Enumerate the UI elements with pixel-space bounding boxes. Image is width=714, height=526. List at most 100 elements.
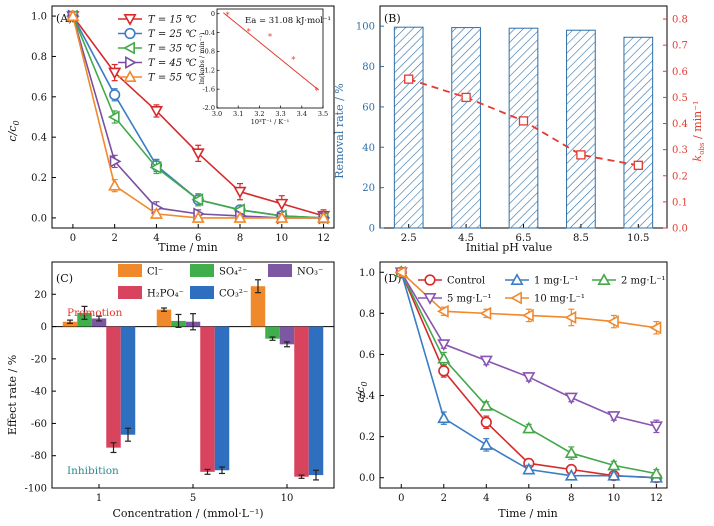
panel-c-legend-swatch bbox=[268, 264, 292, 277]
panel-d-point bbox=[521, 308, 534, 322]
panel-d-point bbox=[437, 339, 451, 352]
panel-d-point bbox=[607, 411, 621, 423]
panel-a-ytick-label: 0.0 bbox=[31, 213, 47, 224]
panel-d-legend-marker bbox=[423, 293, 437, 305]
panel-a-legend-label: T = 35 ℃ bbox=[148, 44, 197, 55]
panel-b-xlabel: Initial pH value bbox=[466, 241, 552, 254]
panel-c-errorbar bbox=[204, 468, 211, 475]
panel-d-point bbox=[564, 446, 578, 459]
panel-d-ytick-label: 0.6 bbox=[359, 350, 375, 361]
panel-c-bar bbox=[308, 326, 324, 476]
panel-d: (D) Time / min c/c0 0 2 4 6 8 10 120.00.20.40.… bbox=[354, 261, 668, 520]
panel-a-xtick-label: 0 bbox=[70, 233, 76, 244]
panel-d-legend-label: 2 mg·L⁻¹ bbox=[621, 276, 666, 287]
panel-c-bar bbox=[120, 326, 136, 435]
panel-a-point bbox=[109, 154, 122, 168]
panel-a-legend-label: T = 55 ℃ bbox=[148, 73, 197, 84]
panel-d-xlabel: Time / min bbox=[498, 507, 558, 520]
panel-d-point bbox=[522, 372, 536, 384]
panel-a-inset-xtick-label: 3.2 bbox=[254, 110, 264, 118]
panel-a-legend-marker bbox=[124, 27, 136, 40]
panel-c-ytick-label: -80 bbox=[31, 451, 47, 462]
panel-c-legend-swatch bbox=[118, 264, 142, 277]
panel-a-series-4 bbox=[66, 9, 331, 223]
panel-d-point bbox=[649, 421, 663, 434]
panel-c: (C) Concentration / (mmol·L⁻¹) Effect ra… bbox=[6, 261, 335, 520]
panel-d-point bbox=[437, 351, 451, 364]
panel-c-legend-label: CO₃²⁻ bbox=[219, 289, 248, 300]
panel-d-xtick-label: 12 bbox=[650, 493, 663, 504]
panel-c-errorbar bbox=[96, 315, 102, 322]
panel-a-legend-marker bbox=[123, 14, 137, 26]
panel-a-ytick-label: 0.8 bbox=[31, 52, 47, 63]
panel-d-legend-label: 5 mg·L⁻¹ bbox=[447, 294, 492, 305]
panel-c-legend-label: H₂PO₄⁻ bbox=[147, 289, 184, 300]
panel-d-ytick-label: 1.0 bbox=[359, 268, 375, 279]
panel-a-inset-ytick-label: -0.8 bbox=[202, 48, 215, 56]
panel-a-inset-ytick-label: -1.2 bbox=[202, 66, 215, 74]
panel-a-ylabel: c/c0 bbox=[6, 120, 21, 141]
panel-a-inset-xtick-label: 3.3 bbox=[275, 110, 285, 118]
panel-a-legend-label: T = 45 ℃ bbox=[148, 58, 197, 69]
panel-d-point bbox=[479, 438, 493, 450]
panel-a-inset-point: * bbox=[268, 32, 272, 41]
panel-a-point bbox=[191, 211, 205, 223]
panel-d-legend-marker bbox=[510, 291, 522, 305]
panel-d-point bbox=[607, 458, 621, 471]
panel-c-ytick-label: 0 bbox=[41, 322, 47, 333]
panel-b-y2tick-label: 0.3 bbox=[672, 145, 688, 156]
panel-d-ytick-label: 0.0 bbox=[359, 473, 375, 484]
panel-b-xtick-label: 2.5 bbox=[401, 233, 417, 244]
panel-d-point bbox=[522, 421, 536, 434]
panel-a-point bbox=[191, 193, 204, 207]
panel-c-bar bbox=[265, 326, 280, 339]
panel-c-errorbar bbox=[190, 313, 196, 331]
panel-c-annotation-promotion: Promotion bbox=[67, 307, 123, 319]
panel-a-inset-point: * bbox=[315, 87, 319, 96]
panel-d-point bbox=[607, 468, 621, 481]
panel-b-xtick-label: 4.5 bbox=[458, 233, 474, 244]
panel-a-legend-marker bbox=[123, 41, 135, 55]
panel-d-xtick-label: 4 bbox=[483, 493, 489, 504]
panel-d-ytick-label: 0.2 bbox=[359, 432, 375, 443]
panel-a-xtick-label: 8 bbox=[237, 233, 243, 244]
panel-c-ytick-label: -20 bbox=[31, 354, 47, 365]
panel-b-kobs-point bbox=[404, 74, 414, 84]
panel-a-point bbox=[275, 198, 289, 211]
panel-d-xtick-label: 6 bbox=[526, 493, 532, 504]
panel-b-kobs-point bbox=[633, 160, 643, 170]
panel-a-inset-xtick-label: 3.0 bbox=[212, 110, 222, 118]
panel-a-inset-xtick-label: 3.1 bbox=[233, 110, 243, 118]
panel-c-legend-label: SO₄²⁻ bbox=[219, 267, 247, 278]
panel-a-xlabel: Time / min bbox=[158, 241, 218, 254]
panel-c-bar bbox=[156, 309, 172, 327]
panel-c-errorbar bbox=[67, 319, 73, 324]
panel-a-inset-point: * bbox=[291, 55, 295, 64]
panel-a-point bbox=[109, 89, 121, 101]
panel-b-ytick-label: 40 bbox=[362, 143, 375, 154]
panel-a-point bbox=[107, 110, 120, 124]
panel-b-ytick-label: 60 bbox=[362, 102, 375, 113]
panel-c-errorbar bbox=[284, 341, 290, 348]
panel-c-legend-label: NO₃⁻ bbox=[297, 267, 323, 278]
panel-c-errorbar bbox=[125, 427, 131, 442]
panel-d-legend-label: 10 mg·L⁻¹ bbox=[534, 294, 585, 305]
panel-a-legend-marker bbox=[125, 55, 137, 70]
panel-d-series-3 bbox=[394, 267, 663, 434]
panel-a-inset-ytick-label: -2.0 bbox=[202, 104, 215, 112]
panel-a-ytick-label: 0.6 bbox=[31, 92, 47, 103]
panel-a-point bbox=[316, 211, 331, 223]
panel-c-bar bbox=[106, 326, 121, 448]
panel-a-legend-label: T = 15 ℃ bbox=[148, 15, 197, 26]
panel-c-errorbar bbox=[255, 279, 261, 294]
panel-c-errorbar bbox=[313, 469, 319, 481]
panel-c-bar bbox=[250, 286, 266, 327]
panel-b-bar bbox=[623, 36, 654, 229]
panel-a-point bbox=[66, 9, 80, 22]
panel-d-point bbox=[436, 304, 449, 318]
panel-c-bar bbox=[91, 318, 107, 327]
panel-a-point bbox=[275, 211, 289, 223]
panel-c-legend-swatch bbox=[190, 286, 214, 299]
panel-c-label: (C) bbox=[56, 272, 73, 285]
